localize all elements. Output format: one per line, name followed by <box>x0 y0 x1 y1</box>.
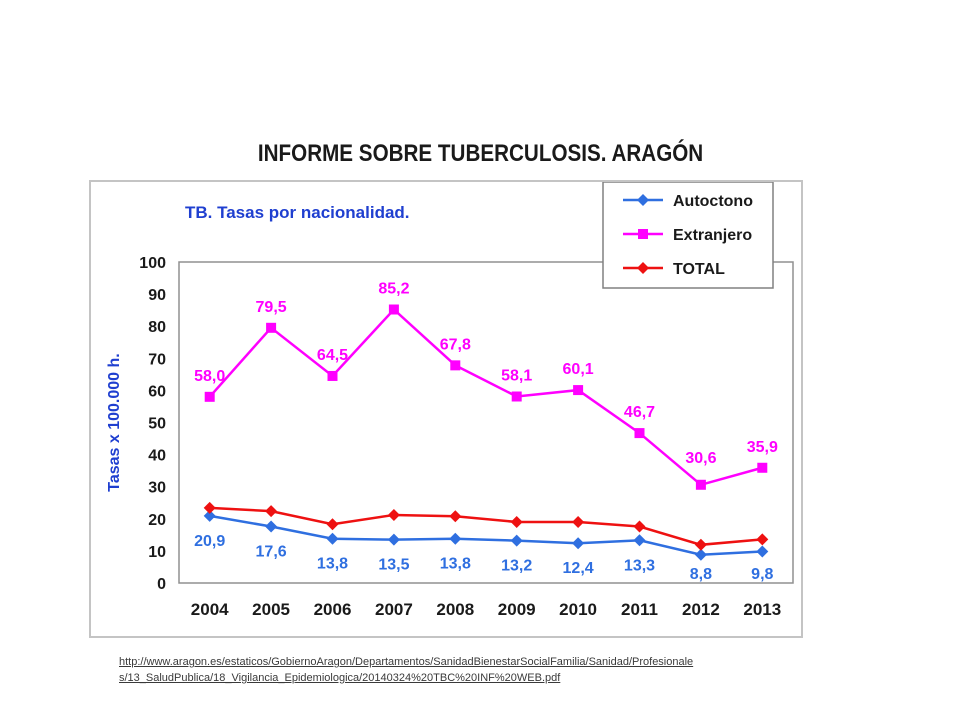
chart-title: TB. Tasas por nacionalidad. <box>185 203 410 222</box>
series-point <box>633 520 646 533</box>
series-point <box>694 538 707 551</box>
x-tick-label: 2004 <box>191 600 229 619</box>
series-point <box>757 462 768 473</box>
plot-border <box>178 261 794 584</box>
x-tick-label: 2009 <box>498 600 536 619</box>
series-point <box>387 533 400 546</box>
data-label: 79,5 <box>256 299 287 316</box>
data-label: 30,6 <box>685 450 716 467</box>
series-point <box>633 534 646 547</box>
y-tick-label: 40 <box>148 448 166 465</box>
series-point <box>756 545 769 558</box>
y-tick-label: 70 <box>148 351 166 368</box>
source-link[interactable]: http://www.aragon.es/estaticos/GobiernoA… <box>119 654 809 686</box>
series-point <box>637 194 649 206</box>
plot-area: 0 10 20 30 40 50 60 70 80 90 100 Tasas x 100.000 h.… <box>106 255 794 619</box>
data-label: 12,4 <box>563 560 594 577</box>
data-label: 13,3 <box>624 557 655 574</box>
series-point <box>449 510 462 523</box>
y-tick-label: 20 <box>148 512 166 529</box>
series-point <box>510 516 523 529</box>
y-tick-label: 90 <box>148 287 166 304</box>
source-link-line2: s/13_SaludPublica/18_Vigilancia_Epidemio… <box>119 672 561 684</box>
data-label: 85,2 <box>378 281 409 298</box>
series-point <box>756 533 769 546</box>
data-label: 13,8 <box>317 556 348 573</box>
series-point <box>511 391 522 402</box>
y-tick-label: 0 <box>157 576 166 593</box>
chart-frame: TB. Tasas por nacionalidad. 0 10 20 30 40 50 6… <box>89 180 803 638</box>
data-label: 60,1 <box>563 361 594 378</box>
series-point <box>203 509 216 522</box>
series-point <box>204 391 215 402</box>
x-tick-label: 2008 <box>436 600 474 619</box>
x-tick-label: 2010 <box>559 600 597 619</box>
series-point <box>695 479 706 490</box>
data-label: 58,0 <box>194 368 225 385</box>
series-point <box>327 370 338 381</box>
data-label: 13,8 <box>440 556 471 573</box>
y-tick-label: 50 <box>148 416 166 433</box>
data-label: 8,8 <box>690 566 712 583</box>
y-axis-label: Tasas x 100.000 h. <box>106 353 123 491</box>
source-link-line1: http://www.aragon.es/estaticos/GobiernoA… <box>119 656 694 668</box>
page-title: INFORME SOBRE TUBERCULOSIS. ARAGÓN <box>257 140 704 167</box>
y-tick-label: 30 <box>148 480 166 497</box>
series-point <box>265 520 278 533</box>
series-point <box>572 516 585 529</box>
x-tick-label: 2012 <box>682 600 720 619</box>
series-point <box>326 518 339 531</box>
legend: Autoctono Extranjero TOTAL <box>602 182 774 289</box>
x-tick-label: 2011 <box>621 600 658 619</box>
y-tick-label: 80 <box>148 319 166 336</box>
data-label: 67,8 <box>440 336 471 353</box>
x-tick-label: 2013 <box>743 600 781 619</box>
line-chart: TB. Tasas por nacionalidad. 0 10 20 30 40 50 6… <box>106 182 794 619</box>
data-label: 9,8 <box>751 566 773 583</box>
data-label: 13,5 <box>378 557 409 574</box>
series-point <box>387 508 400 521</box>
series-point <box>203 501 216 514</box>
series-point <box>388 304 399 315</box>
x-tick-label: 2006 <box>314 600 352 619</box>
series-point <box>326 532 339 545</box>
y-tick-label: 100 <box>139 255 166 272</box>
series-point <box>573 385 584 396</box>
series-point <box>510 534 523 547</box>
series-point <box>694 548 707 561</box>
data-label: 17,6 <box>256 544 287 561</box>
series-line <box>208 307 763 487</box>
series-point <box>634 428 645 439</box>
series-point <box>450 360 461 371</box>
series-point <box>449 532 462 545</box>
data-label: 46,7 <box>624 404 655 421</box>
data-label: 58,1 <box>501 367 532 384</box>
data-label: 64,5 <box>317 347 348 364</box>
x-tick-label: 2005 <box>252 600 290 619</box>
legend-label: TOTAL <box>673 261 725 278</box>
series-point <box>265 505 278 518</box>
y-tick-label: 10 <box>148 544 166 561</box>
y-tick-label: 60 <box>148 383 166 400</box>
series-line <box>209 514 763 557</box>
x-tick-label: 2007 <box>375 600 413 619</box>
series-point <box>266 322 277 333</box>
series-line <box>209 506 763 547</box>
series-point <box>638 229 648 239</box>
data-label: 35,9 <box>747 439 778 456</box>
data-label: 20,9 <box>194 533 225 550</box>
data-label: 13,2 <box>501 558 532 575</box>
series-point <box>572 537 585 550</box>
legend-label: Autoctono <box>673 193 753 210</box>
legend-label: Extranjero <box>673 227 752 244</box>
series-point <box>637 262 649 274</box>
